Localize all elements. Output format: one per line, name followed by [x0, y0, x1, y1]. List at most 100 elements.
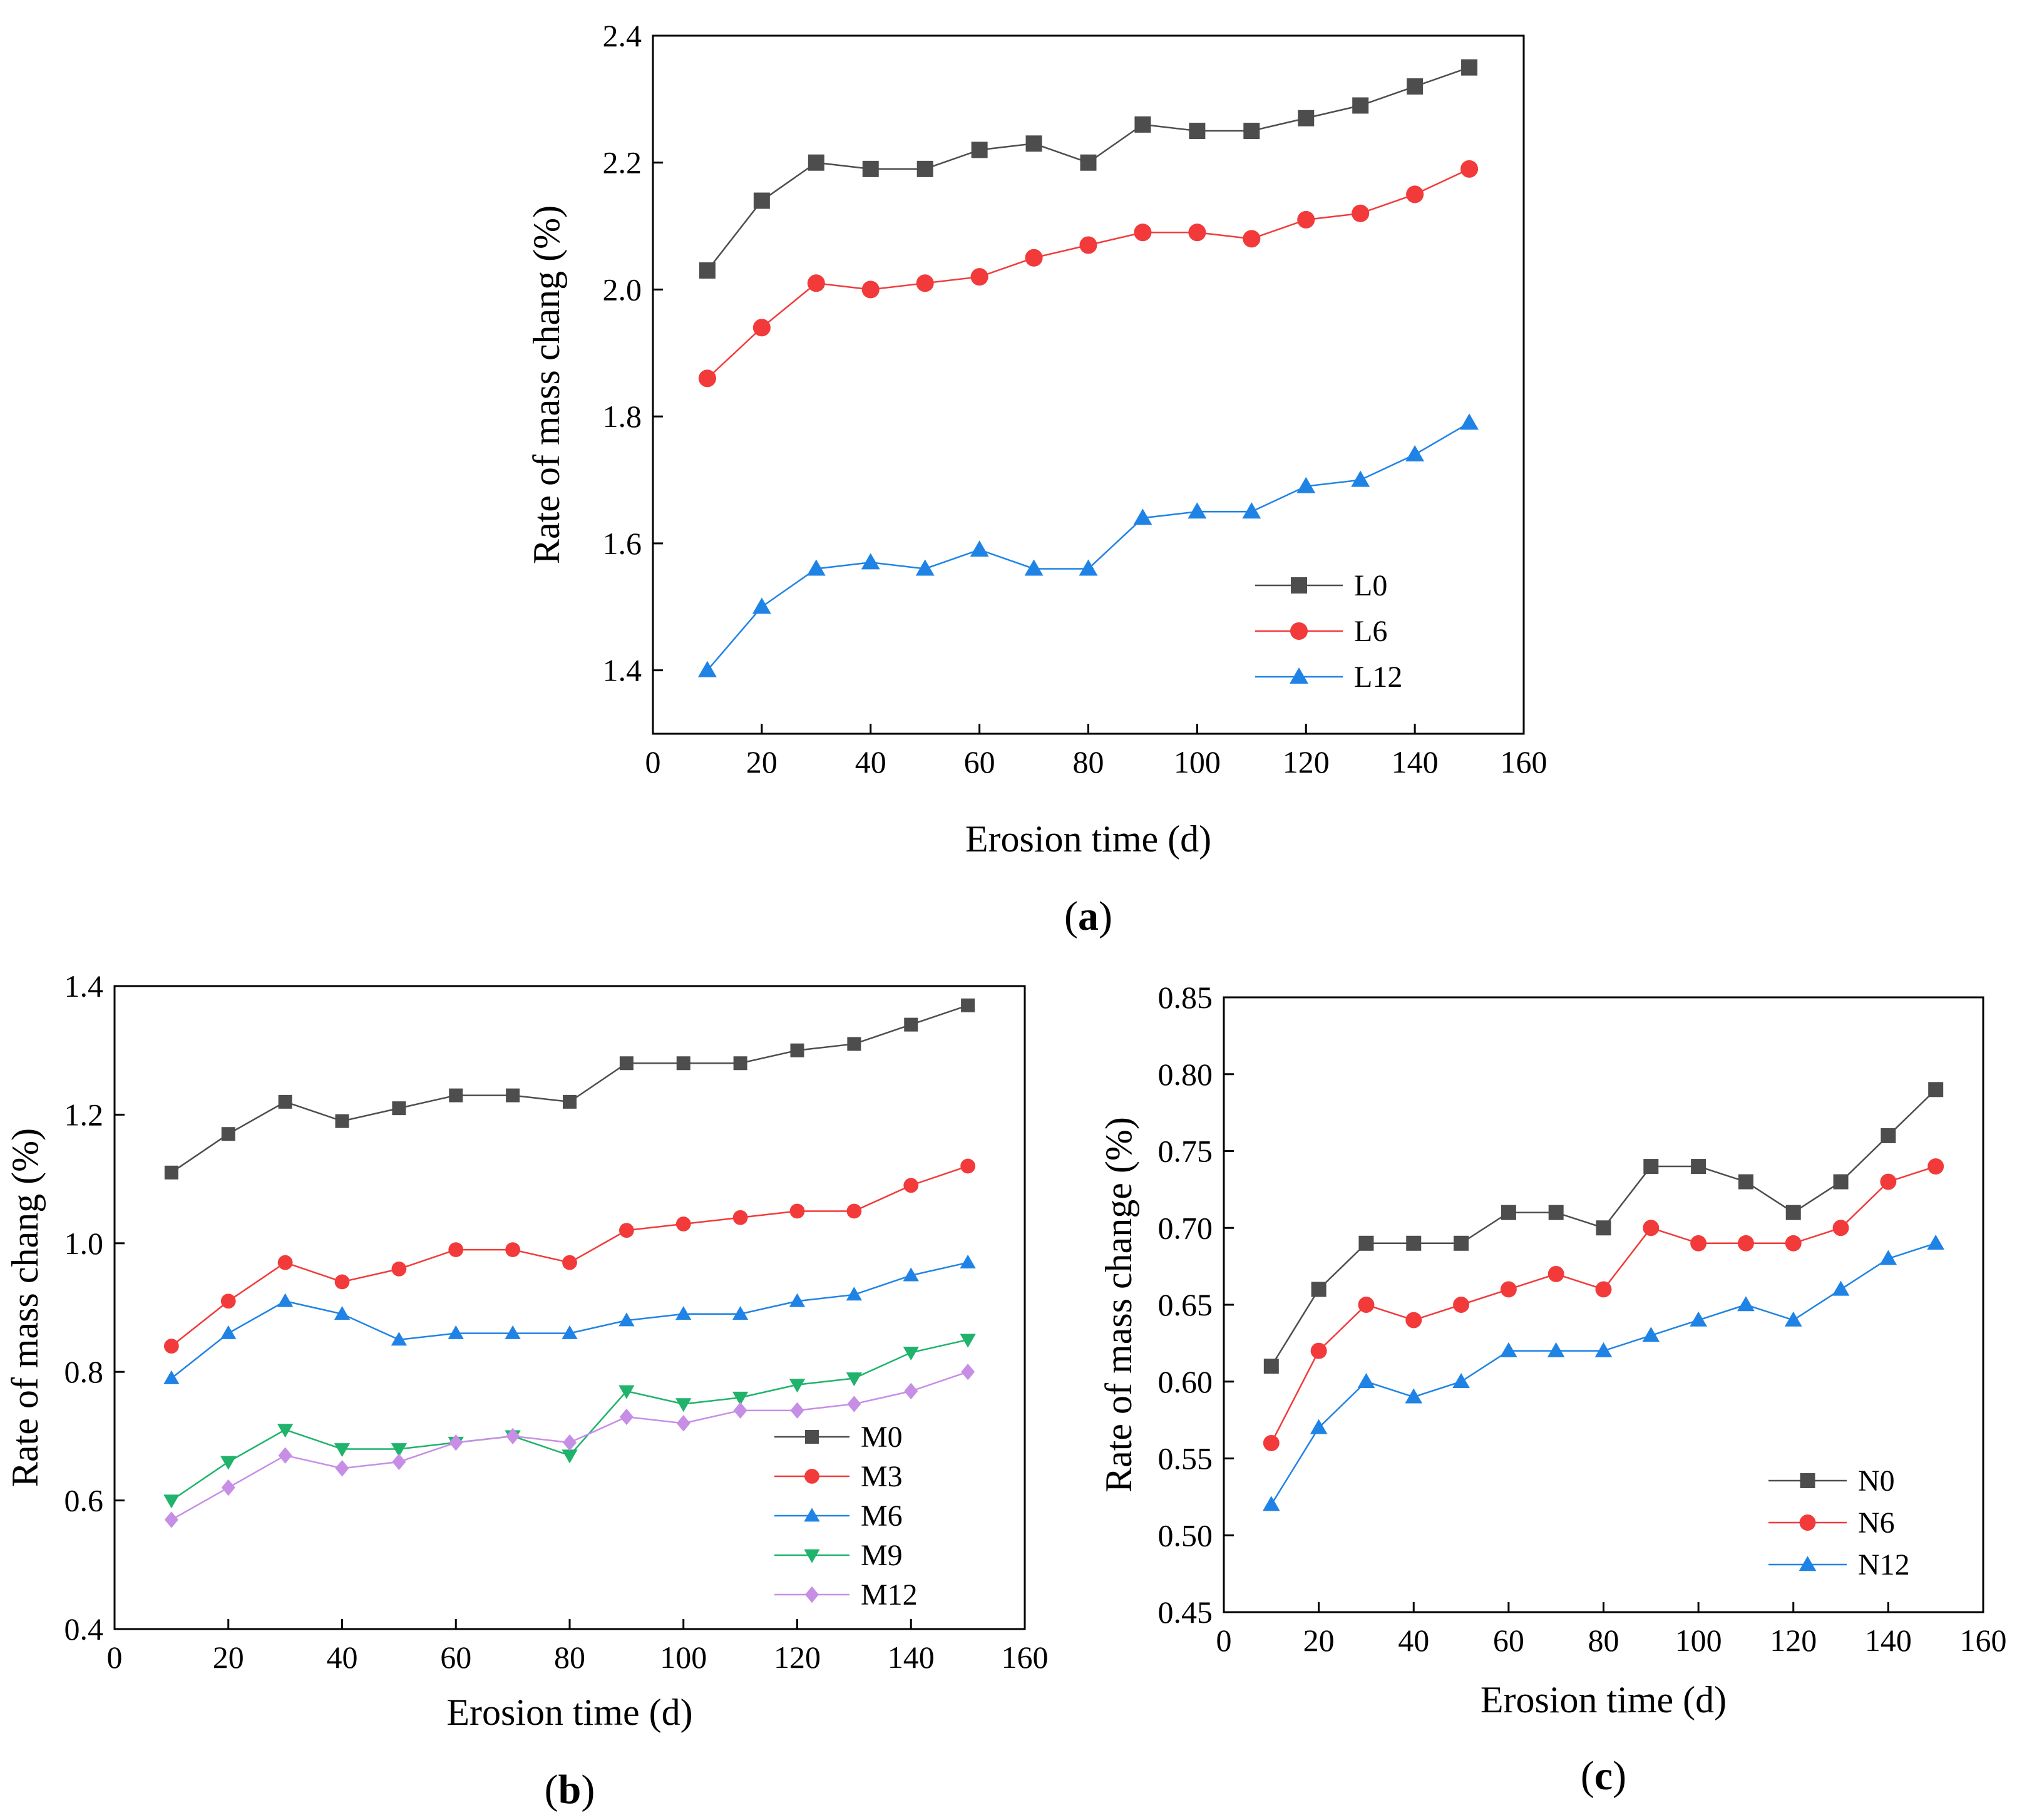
x-tick-label: 100 [1675, 1623, 1722, 1658]
data-point-m9 [960, 1334, 976, 1348]
y-tick-label: 0.55 [1158, 1441, 1213, 1476]
data-point-n0 [1833, 1174, 1849, 1190]
x-tick-label: 160 [1960, 1623, 2007, 1658]
data-point-m6 [732, 1306, 749, 1320]
y-tick-label: 0.6 [64, 1483, 104, 1518]
data-point-l12 [1024, 559, 1044, 576]
series-line-m6 [171, 1262, 968, 1379]
data-point-l12 [1133, 508, 1152, 525]
y-tick-label: 1.6 [603, 526, 642, 561]
x-tick-label: 140 [888, 1640, 935, 1675]
data-point-m9 [562, 1449, 578, 1464]
x-tick-label: 140 [1392, 744, 1439, 779]
x-tick-label: 120 [1283, 744, 1330, 779]
data-point-l6 [1460, 160, 1479, 178]
data-point-m9 [675, 1398, 692, 1412]
y-tick-label: 2.0 [603, 272, 642, 307]
x-axis-title: Erosion time (d) [965, 818, 1211, 860]
panel-label: (b) [545, 1767, 595, 1812]
data-point-n12 [1737, 1296, 1755, 1312]
data-point-n12 [1547, 1342, 1565, 1357]
y-tick-label: 0.75 [1158, 1134, 1213, 1169]
data-point-l6 [1406, 185, 1424, 203]
legend-marker-l0 [1291, 577, 1307, 594]
data-point-l12 [752, 597, 771, 614]
data-point-l6 [698, 369, 716, 388]
x-tick-label: 80 [1588, 1623, 1619, 1658]
x-tick-label: 20 [746, 744, 777, 779]
y-tick-label: 2.2 [603, 145, 642, 180]
data-point-l0 [1461, 59, 1478, 76]
data-point-n6 [1595, 1281, 1612, 1298]
data-point-l12 [806, 559, 826, 576]
y-tick-label: 1.4 [64, 969, 104, 1004]
data-point-m6 [960, 1254, 976, 1268]
data-point-m9 [732, 1391, 749, 1406]
data-point-l0 [1407, 78, 1424, 95]
data-point-m3 [277, 1255, 293, 1270]
x-tick-label: 0 [1216, 1623, 1232, 1658]
data-point-m9 [334, 1443, 351, 1458]
data-point-n6 [1500, 1281, 1517, 1298]
data-point-m6 [903, 1267, 919, 1282]
data-point-l6 [1297, 210, 1315, 229]
data-point-l0 [862, 160, 879, 177]
data-point-m3 [960, 1158, 976, 1174]
data-point-m0 [335, 1114, 349, 1128]
data-point-m12 [676, 1415, 690, 1432]
data-point-m6 [675, 1306, 692, 1320]
data-point-m0 [904, 1017, 918, 1032]
data-point-n0 [1358, 1235, 1374, 1251]
data-point-m0 [278, 1094, 292, 1109]
y-tick-label: 0.65 [1158, 1287, 1213, 1322]
x-tick-label: 100 [1174, 744, 1221, 779]
data-point-m12 [733, 1402, 747, 1419]
data-point-m12 [221, 1479, 235, 1496]
data-point-n0 [1643, 1159, 1659, 1175]
data-point-l0 [1134, 116, 1151, 133]
data-point-n0 [1785, 1205, 1801, 1220]
data-point-m6 [562, 1325, 578, 1339]
data-point-m9 [903, 1347, 919, 1361]
data-point-m3 [675, 1216, 691, 1231]
data-point-m0 [506, 1088, 520, 1103]
x-tick-label: 120 [774, 1640, 821, 1675]
data-point-l0 [971, 141, 988, 158]
data-point-m3 [220, 1293, 236, 1309]
data-point-n12 [1310, 1419, 1328, 1434]
y-tick-label: 2.4 [603, 18, 642, 53]
data-point-n6 [1690, 1235, 1707, 1252]
legend-marker-n12 [1799, 1556, 1817, 1571]
y-tick-label: 1.0 [64, 1226, 104, 1261]
data-point-m3 [618, 1223, 634, 1238]
data-point-l6 [1243, 230, 1261, 248]
data-point-l12 [1351, 470, 1370, 487]
data-point-m3 [163, 1339, 179, 1354]
x-tick-label: 60 [440, 1640, 471, 1675]
data-point-l6 [1025, 249, 1043, 267]
data-point-m0 [221, 1127, 235, 1141]
x-tick-label: 40 [327, 1640, 358, 1675]
data-point-n12 [1784, 1311, 1802, 1327]
data-point-n6 [1310, 1342, 1327, 1359]
data-point-n6 [1547, 1265, 1564, 1282]
panel-label: (a) [1064, 893, 1112, 939]
data-point-n0 [1928, 1082, 1944, 1098]
data-point-m12 [335, 1460, 349, 1477]
data-point-l0 [1025, 135, 1042, 152]
data-point-m6 [618, 1312, 635, 1327]
y-tick-label: 0.45 [1158, 1595, 1213, 1630]
data-point-m12 [619, 1408, 634, 1426]
data-point-n0 [1881, 1128, 1896, 1143]
legend-marker-m6 [804, 1508, 820, 1522]
data-point-m6 [220, 1325, 237, 1339]
data-point-m12 [790, 1402, 804, 1419]
data-point-l6 [1134, 224, 1152, 242]
data-point-n0 [1501, 1205, 1516, 1220]
x-tick-label: 60 [1493, 1623, 1524, 1658]
data-point-n12 [1500, 1342, 1517, 1357]
data-point-m3 [789, 1203, 805, 1219]
data-point-n12 [1405, 1388, 1423, 1404]
y-tick-label: 1.4 [603, 653, 642, 688]
x-tick-label: 0 [645, 744, 661, 779]
